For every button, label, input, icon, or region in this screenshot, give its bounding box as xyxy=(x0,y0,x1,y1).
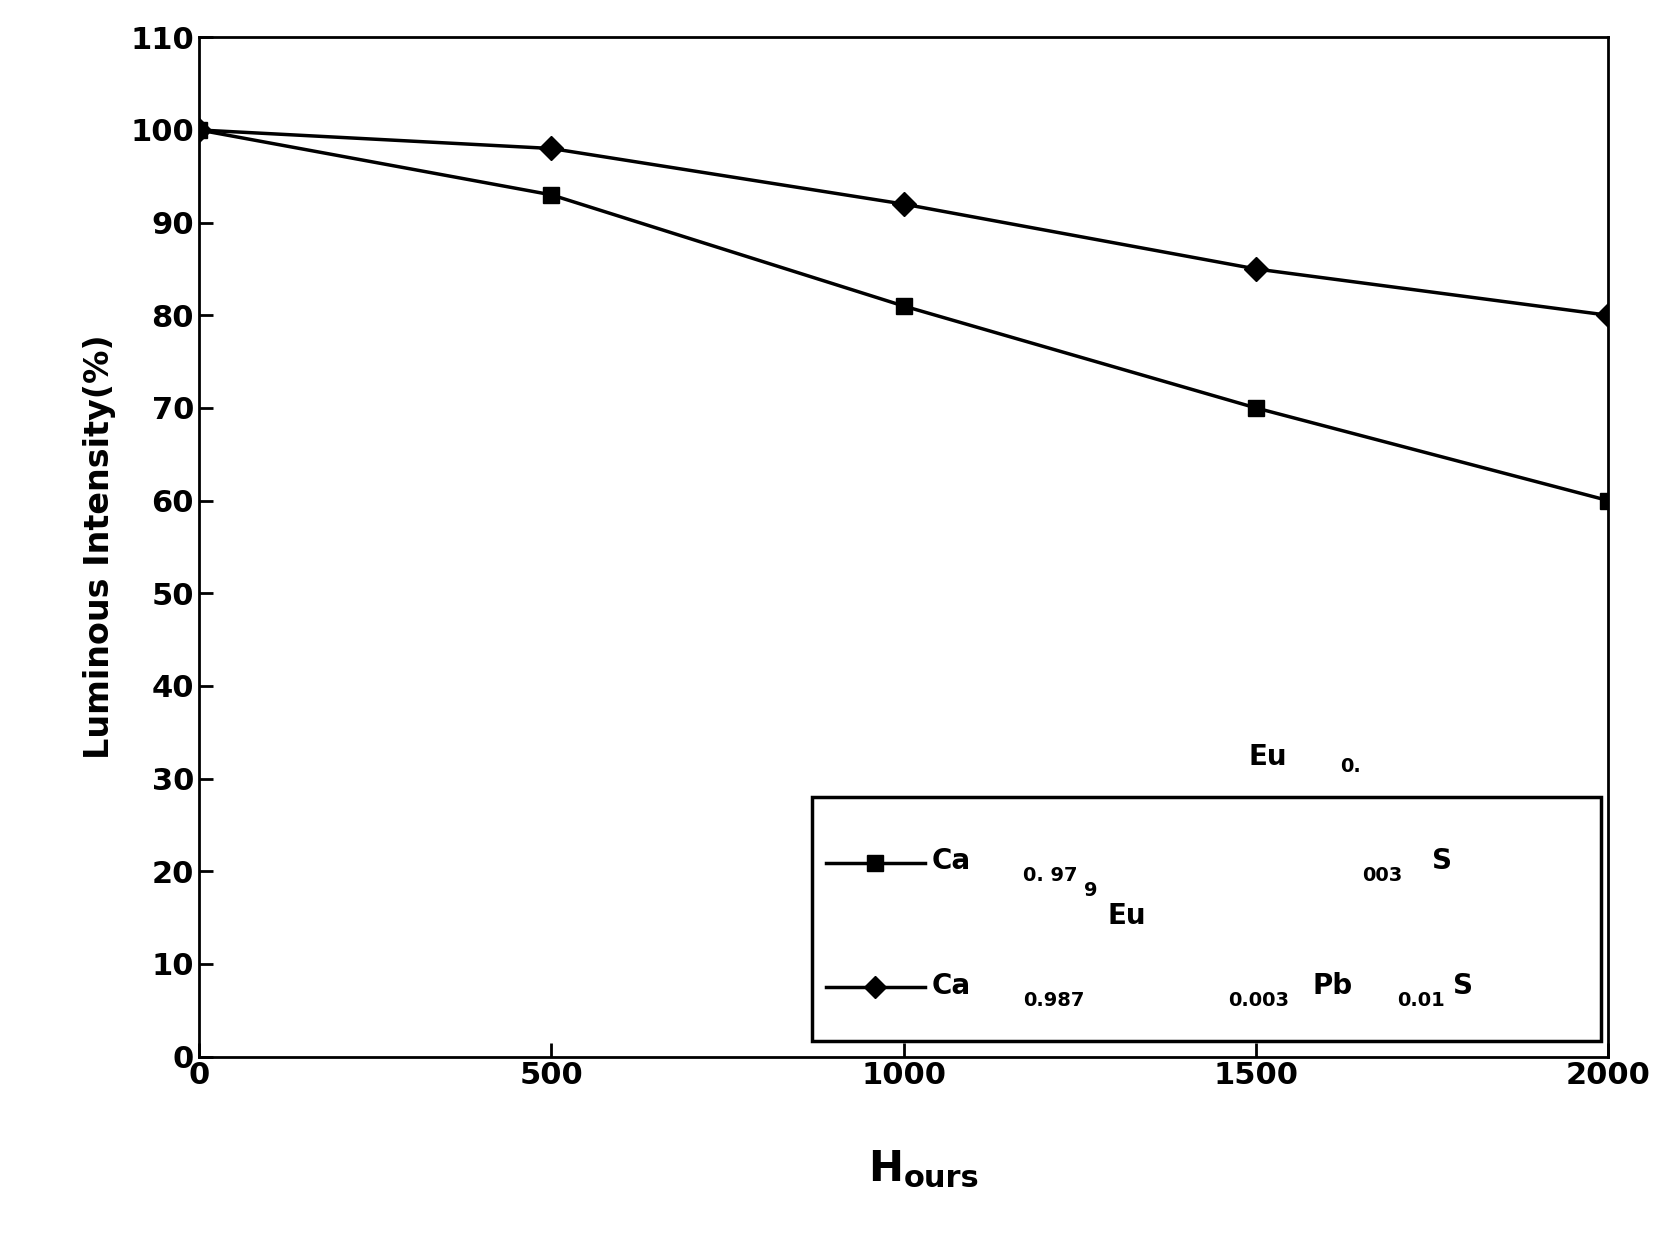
Text: Pb: Pb xyxy=(1312,972,1352,999)
Text: 0.003: 0.003 xyxy=(1226,991,1287,1009)
Text: 0. 97: 0. 97 xyxy=(1022,866,1077,885)
Text: S: S xyxy=(1432,846,1452,875)
Text: 003: 003 xyxy=(1360,866,1402,885)
Text: H: H xyxy=(868,1149,903,1191)
Text: ours: ours xyxy=(903,1163,979,1192)
Text: Ca: Ca xyxy=(931,846,971,875)
Text: Ca: Ca xyxy=(931,972,971,999)
Text: 0.: 0. xyxy=(1341,757,1360,776)
Text: S: S xyxy=(1452,972,1473,999)
Text: Eu: Eu xyxy=(1107,902,1147,930)
Text: 9: 9 xyxy=(1084,881,1097,900)
Text: Eu: Eu xyxy=(1248,743,1287,771)
Y-axis label: Luminous Intensity(%): Luminous Intensity(%) xyxy=(83,334,116,759)
Text: 0.987: 0.987 xyxy=(1022,991,1084,1009)
Bar xyxy=(812,797,1601,1042)
Text: 0.01: 0.01 xyxy=(1395,991,1443,1009)
